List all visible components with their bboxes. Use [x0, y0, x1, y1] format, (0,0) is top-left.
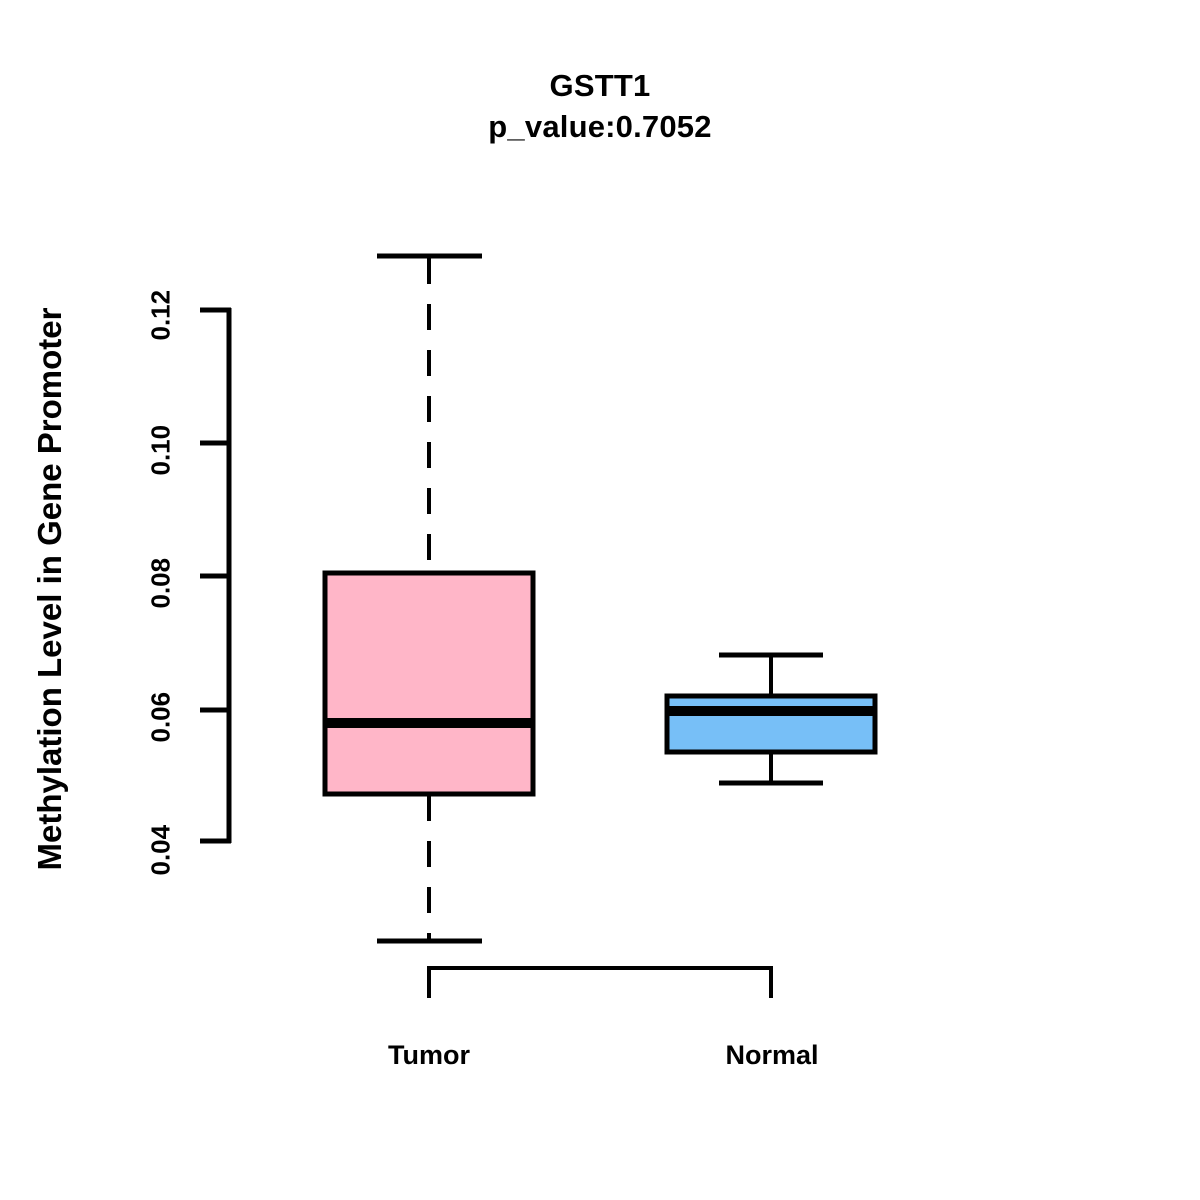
x-tick-label-normal: Normal: [725, 1040, 819, 1070]
box-normal: [664, 652, 878, 786]
x-axis: [427, 966, 773, 998]
y-axis: [200, 307, 232, 844]
x-tick-label-tumor: Tumor: [388, 1040, 470, 1070]
box-tumor: [322, 253, 536, 944]
